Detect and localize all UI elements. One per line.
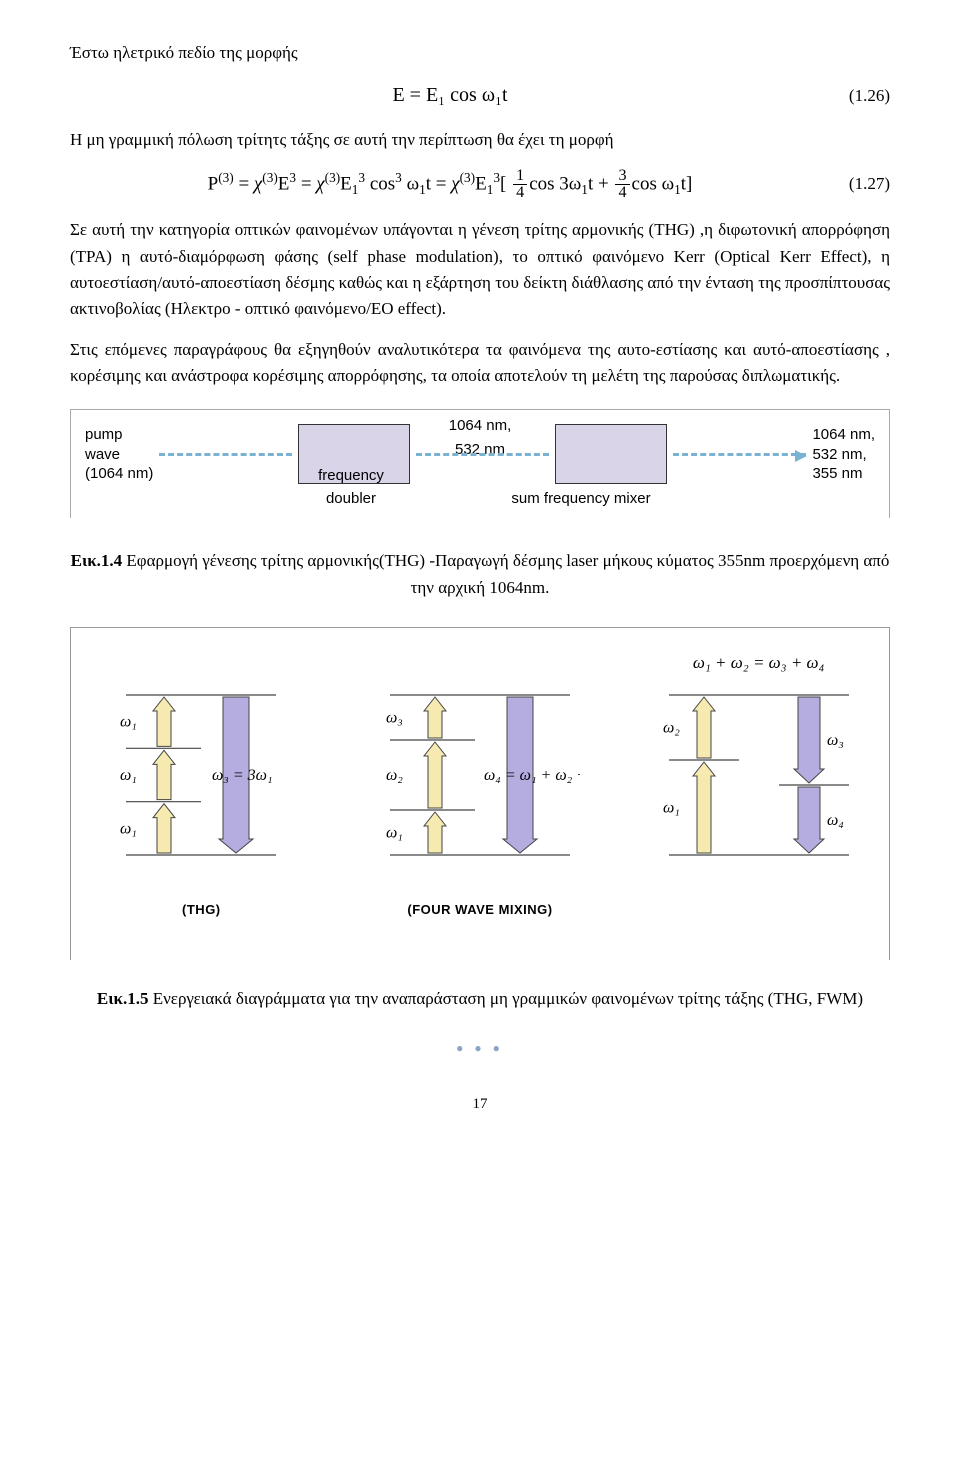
svg-text:ω₃: ω₃ — [827, 732, 844, 749]
equation-body: P(3) = χ(3)E3 = χ(3)E13 cos3 ω1t = χ(3)E… — [70, 168, 830, 202]
equation-1-26: E = E₁ cos ω₁t (1.26) — [70, 80, 890, 111]
svg-text:ω₁: ω₁ — [120, 767, 137, 784]
equation-1-27: P(3) = χ(3)E3 = χ(3)E13 cos3 ω1t = χ(3)E… — [70, 168, 890, 202]
paragraph-main: Σε αυτή την κατηγορία οπτικών φαινομένων… — [70, 217, 890, 322]
page-number: 17 — [70, 1093, 890, 1116]
svg-text:ω₁: ω₁ — [386, 825, 403, 842]
caption-text: Ενεργειακά διαγράμματα για την αναπαράστ… — [148, 989, 863, 1008]
equation-number: (1.27) — [830, 171, 890, 197]
caption-text: Εφαρμογή γένεσης τρίτης αρμονικής(THG) -… — [122, 551, 889, 596]
svg-text:ω₁: ω₁ — [663, 800, 680, 817]
figure-thg-schematic: 1064 nm, 532 nm pump wave (1064 nm) 1064… — [70, 409, 890, 518]
paragraph-intro: Έστω ηλετρικό πεδίο της μορφής — [70, 40, 890, 66]
equation-body: E = E₁ cos ω₁t — [70, 80, 830, 111]
figure-2-caption: Εικ.1.5 Ενεργειακά διαγράμματα για την α… — [70, 986, 890, 1012]
energy-diagram-fwm: ω₃ ω₂ ω₁ ω₄ = ω₁ + ω₂ + ω₃ — [380, 680, 580, 870]
panel-sum: ω₁ + ω₂ = ω₃ + ω₄ ω₂ ω₁ ω₃ ω₄ — [654, 650, 863, 920]
svg-text:ω₁: ω₁ — [120, 714, 137, 731]
fig1-block1-label: frequency doubler — [291, 464, 411, 511]
dash-segment — [159, 453, 292, 456]
page-dots: ● ● ● — [70, 1039, 890, 1058]
energy-diagram-sum: ω₂ ω₁ ω₃ ω₄ — [659, 680, 859, 870]
fig1-output-label: 1064 nm, 532 nm, 355 nm — [812, 425, 875, 484]
panel-fwm: ω₃ ω₂ ω₁ ω₄ = ω₁ + ω₂ + ω₃ (FOUR WAVE MIXIN… — [376, 650, 585, 920]
svg-text:ω₃ = 3ω₁: ω₃ = 3ω₁ — [212, 767, 273, 784]
svg-text:ω₂: ω₂ — [386, 767, 403, 784]
paragraph-next: Στις επόμενες παραγράφους θα εξηγηθούν α… — [70, 337, 890, 390]
dash-segment-arrow — [673, 453, 806, 456]
caption-label: Εικ.1.4 — [71, 551, 123, 570]
energy-diagram-thg: ω₁ ω₁ ω₁ ω₃ = 3ω₁ — [116, 680, 286, 870]
svg-text:ω₃: ω₃ — [386, 710, 403, 727]
fig1-block-mixer — [555, 424, 667, 484]
panel-label: (FOUR WAVE MIXING) — [407, 900, 552, 920]
svg-text:ω₂: ω₂ — [663, 720, 680, 737]
dash-segment — [416, 453, 549, 456]
panel-label: (THG) — [182, 900, 221, 920]
panel-sum-eq: ω₁ + ω₂ = ω₃ + ω₄ — [693, 650, 825, 672]
svg-text:ω₄: ω₄ — [827, 812, 844, 829]
panel-thg: ω₁ ω₁ ω₁ ω₃ = 3ω₁ (THG) — [97, 650, 306, 920]
fig1-block2-label: sum frequency mixer — [501, 487, 661, 510]
svg-text:ω₄ = ω₁ + ω₂ + ω₃: ω₄ = ω₁ + ω₂ + ω₃ — [484, 767, 580, 784]
figure-1-caption: Εικ.1.4 Εφαρμογή γένεσης τρίτης αρμονική… — [70, 548, 890, 601]
svg-text:ω₁: ω₁ — [120, 820, 137, 837]
paragraph-after-eq1: Η μη γραμμική πόλωση τρίτητς τάξης σε αυ… — [70, 127, 890, 153]
figure-energy-diagrams: ω₁ ω₁ ω₁ ω₃ = 3ω₁ (THG) ω₃ ω₂ ω₁ ω₄ = ω₁ + ω₂ … — [70, 627, 890, 960]
caption-label: Εικ.1.5 — [97, 989, 149, 1008]
fig1-pump-label: pump wave (1064 nm) — [85, 425, 153, 484]
equation-number: (1.26) — [830, 83, 890, 109]
